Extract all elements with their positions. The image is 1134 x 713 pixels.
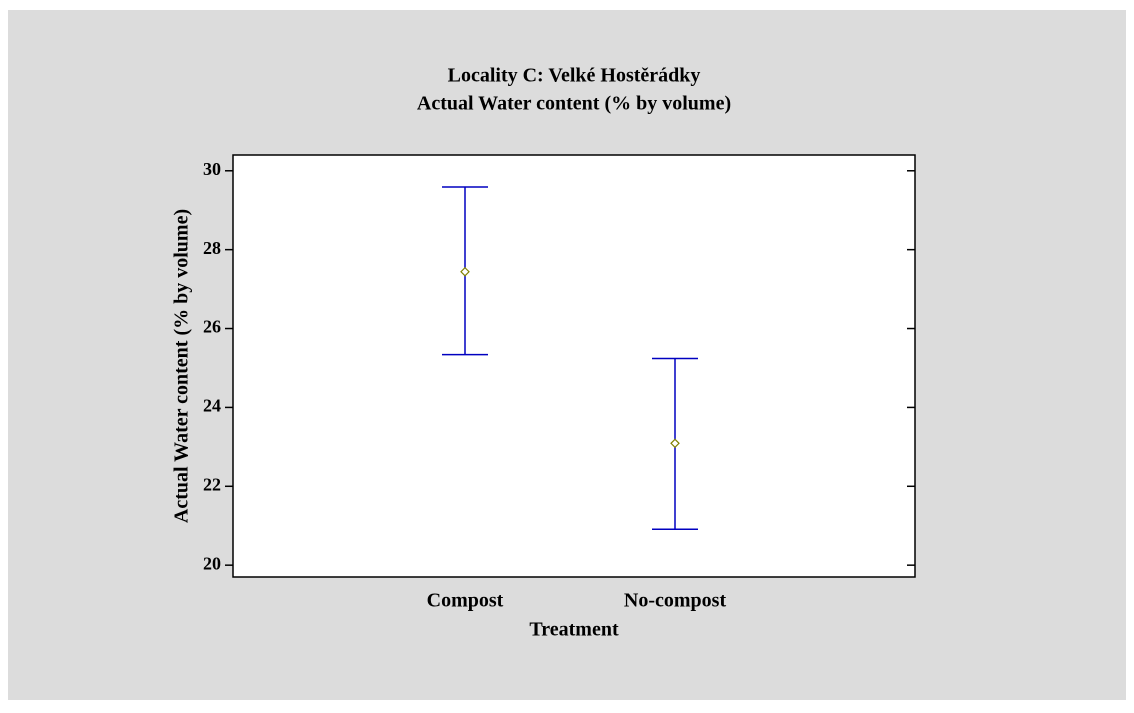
x-tick-label: No-compost — [624, 590, 727, 612]
x-tick-label: Compost — [427, 590, 504, 612]
mean-marker — [460, 266, 470, 277]
y-tick-label: 30 — [203, 159, 221, 179]
y-axis-title: Actual Water content (% by volume) — [171, 209, 193, 523]
chart-subtitle: Actual Water content (% by volume) — [417, 93, 731, 115]
y-tick-label: 26 — [203, 317, 221, 337]
y-tick-label: 24 — [203, 396, 221, 416]
y-tick-label: 22 — [203, 474, 221, 494]
y-tick-label: 20 — [203, 553, 221, 573]
y-tick-label: 28 — [203, 238, 221, 258]
plot-area — [232, 154, 916, 578]
x-axis-title: Treatment — [529, 619, 619, 641]
mean-marker — [670, 438, 680, 449]
chart-title: Locality C: Velké Hostěrádky — [448, 65, 701, 87]
